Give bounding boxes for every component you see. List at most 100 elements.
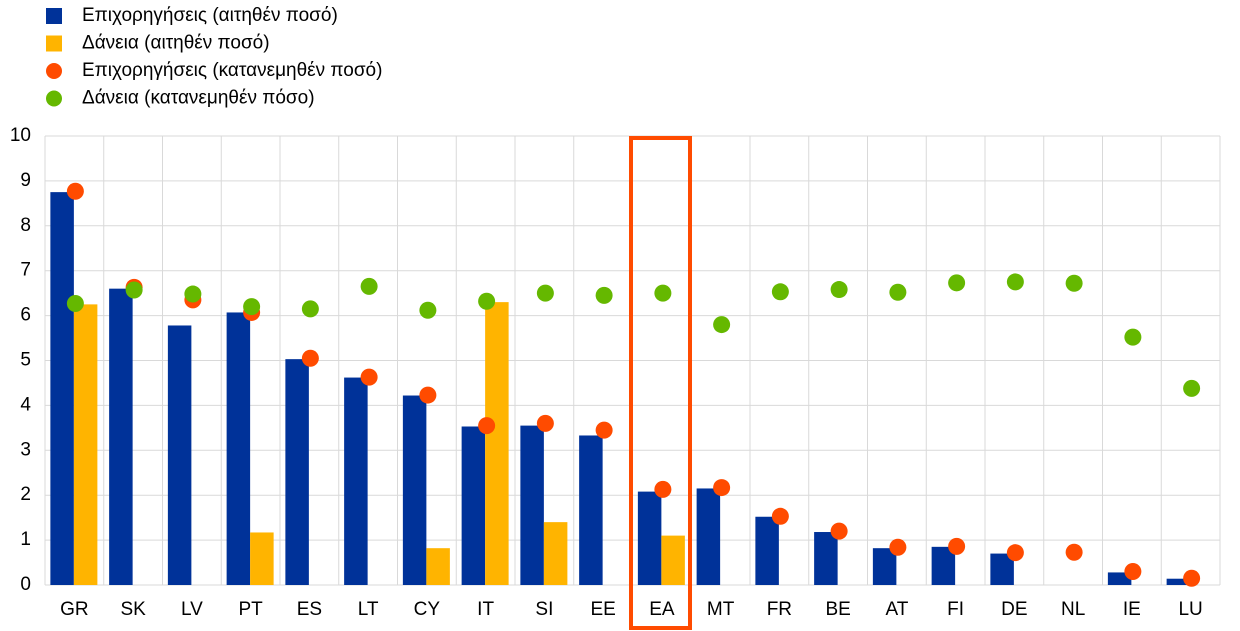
bar: [990, 553, 1014, 585]
bar: [485, 302, 509, 585]
x-tick-label: AT: [885, 599, 908, 620]
bar: [344, 377, 368, 585]
y-tick-label: 4: [20, 394, 31, 415]
point: [1006, 273, 1024, 291]
point: [1006, 544, 1024, 562]
point: [1124, 328, 1142, 346]
x-tick-label: EE: [590, 599, 615, 620]
legend-label: Δάνεια (κατανεμηθέν πόσο): [82, 88, 315, 109]
bar: [637, 491, 662, 585]
legend-marker: [46, 35, 62, 52]
bar: [814, 532, 838, 585]
x-tick-label: LU: [1178, 599, 1202, 620]
bar: [543, 522, 568, 585]
point: [889, 538, 907, 556]
x-tick-label: SI: [535, 599, 553, 620]
x-tick-label: PT: [238, 599, 263, 620]
point: [1183, 379, 1201, 397]
point: [771, 283, 789, 301]
bar: [755, 516, 779, 585]
point: [713, 316, 731, 334]
point: [889, 283, 907, 301]
y-tick-label: 3: [20, 439, 31, 460]
x-tick-label: NL: [1061, 599, 1085, 620]
point: [243, 298, 261, 316]
bar: [931, 546, 956, 585]
bar: [1166, 578, 1191, 585]
legend-marker: [46, 90, 62, 107]
y-tick-label: 6: [20, 305, 31, 326]
x-tick-label: FR: [767, 599, 792, 620]
x-tick-label: LT: [358, 599, 379, 620]
point: [830, 522, 848, 540]
point: [948, 274, 966, 292]
point: [595, 286, 613, 304]
point: [1124, 563, 1142, 581]
point: [301, 349, 319, 367]
legend-label: Επιχορηγήσεις (κατανεμηθέν ποσό): [82, 60, 382, 81]
x-tick-label: DE: [1001, 599, 1027, 620]
point: [360, 368, 378, 386]
point: [66, 294, 84, 312]
x-tick-label: IT: [477, 599, 494, 620]
point: [713, 479, 731, 497]
point: [66, 182, 84, 200]
point: [360, 277, 378, 295]
point: [1183, 569, 1201, 587]
bar: [661, 535, 685, 585]
y-tick-label: 10: [10, 125, 31, 146]
x-tick-label: FI: [947, 599, 964, 620]
point: [125, 281, 143, 299]
y-tick-label: 2: [20, 484, 31, 505]
x-tick-label: ES: [297, 599, 322, 620]
point: [478, 417, 496, 435]
point: [478, 292, 496, 310]
x-tick-label: SK: [120, 599, 146, 620]
y-tick-label: 7: [20, 260, 31, 281]
point: [1065, 543, 1083, 561]
y-tick-label: 9: [20, 170, 31, 191]
bar: [402, 395, 427, 585]
point: [419, 301, 437, 319]
point: [536, 284, 554, 302]
bar: [520, 425, 544, 585]
x-tick-label: EA: [649, 599, 675, 620]
x-tick-label: LV: [181, 599, 203, 620]
bar: [250, 532, 274, 585]
x-tick-label: GR: [60, 599, 89, 620]
legend-label: Δάνεια (αιτηθέν ποσό): [82, 33, 270, 54]
point: [771, 507, 789, 525]
point: [654, 284, 672, 302]
bar: [426, 548, 450, 585]
bar: [579, 435, 603, 585]
point: [301, 300, 319, 318]
y-tick-label: 5: [20, 350, 31, 371]
point: [184, 285, 202, 303]
point: [830, 281, 848, 299]
legend-label: Επιχορηγήσεις (αιτηθέν ποσό): [82, 5, 338, 26]
point: [419, 386, 437, 404]
y-tick-label: 8: [20, 215, 31, 236]
y-tick-label: 1: [20, 529, 31, 550]
x-tick-label: BE: [825, 599, 850, 620]
x-tick-label: CY: [414, 599, 441, 620]
bar: [696, 488, 721, 585]
point: [654, 480, 672, 498]
y-tick-label: 0: [20, 574, 31, 595]
bar: [461, 426, 486, 585]
point: [595, 421, 613, 439]
bar: [285, 359, 309, 585]
x-tick-label: MT: [707, 599, 735, 620]
point: [1065, 274, 1083, 292]
point: [948, 537, 966, 555]
x-tick-label: IE: [1123, 599, 1141, 620]
bar: [167, 325, 192, 585]
legend-marker: [46, 8, 62, 24]
bar: [73, 304, 98, 585]
bar: [50, 192, 74, 585]
bar: [872, 548, 897, 585]
point: [536, 414, 554, 432]
highlight-box: [629, 136, 692, 630]
bar: [109, 288, 133, 585]
